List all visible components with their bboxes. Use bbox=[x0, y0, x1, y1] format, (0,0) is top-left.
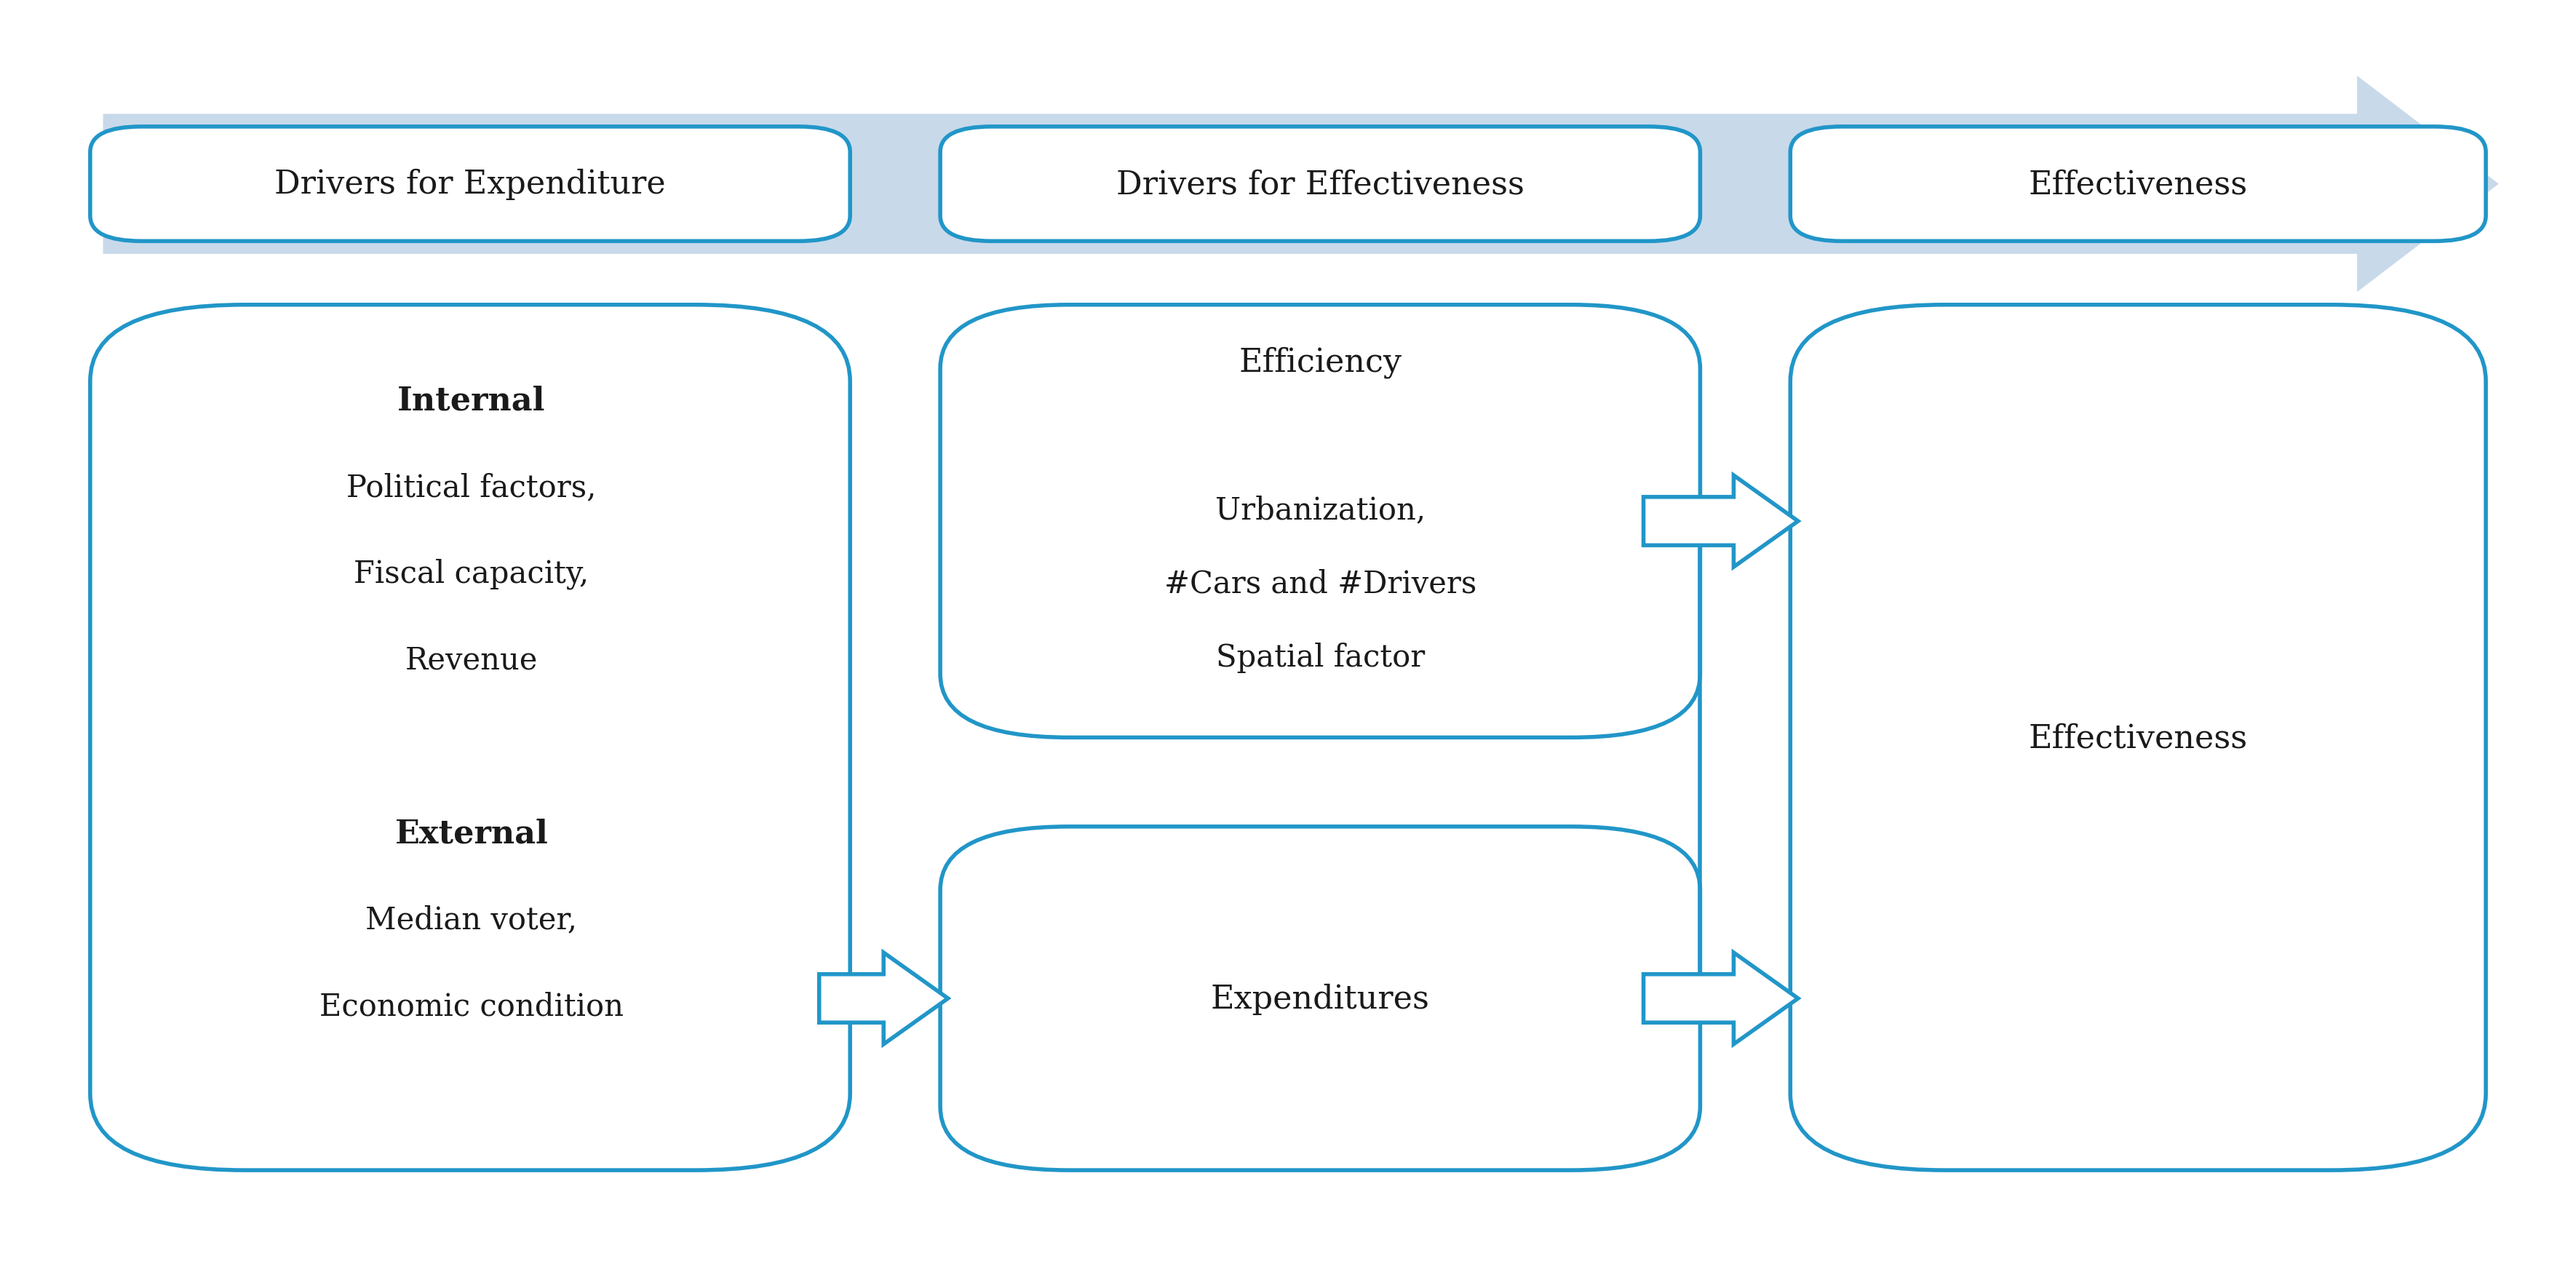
FancyBboxPatch shape bbox=[1790, 305, 2486, 1170]
FancyBboxPatch shape bbox=[1790, 127, 2486, 242]
Polygon shape bbox=[103, 76, 2499, 293]
Text: Economic condition: Economic condition bbox=[319, 991, 623, 1021]
Text: #Cars and #Drivers: #Cars and #Drivers bbox=[1164, 569, 1476, 599]
FancyBboxPatch shape bbox=[940, 305, 1700, 738]
Text: Efficiency: Efficiency bbox=[1239, 347, 1401, 378]
Text: Drivers for Effectiveness: Drivers for Effectiveness bbox=[1115, 169, 1525, 200]
Text: Fiscal capacity,: Fiscal capacity, bbox=[353, 558, 590, 589]
FancyBboxPatch shape bbox=[940, 127, 1700, 242]
Text: Median voter,: Median voter, bbox=[366, 904, 577, 935]
Text: Effectiveness: Effectiveness bbox=[2027, 169, 2249, 200]
FancyBboxPatch shape bbox=[90, 305, 850, 1170]
Text: External: External bbox=[394, 818, 549, 848]
Text: Revenue: Revenue bbox=[404, 645, 538, 675]
FancyBboxPatch shape bbox=[940, 827, 1700, 1170]
Text: Effectiveness: Effectiveness bbox=[2027, 722, 2249, 753]
Polygon shape bbox=[1643, 476, 1798, 567]
Text: Internal: Internal bbox=[397, 385, 546, 416]
FancyBboxPatch shape bbox=[90, 127, 850, 242]
Text: Urbanization,: Urbanization, bbox=[1216, 495, 1425, 525]
Polygon shape bbox=[1643, 953, 1798, 1044]
Text: Political factors,: Political factors, bbox=[348, 472, 595, 502]
Text: Expenditures: Expenditures bbox=[1211, 983, 1430, 1014]
Text: Drivers for Expenditure: Drivers for Expenditure bbox=[276, 169, 665, 200]
Text: Spatial factor: Spatial factor bbox=[1216, 642, 1425, 673]
Polygon shape bbox=[819, 953, 948, 1044]
